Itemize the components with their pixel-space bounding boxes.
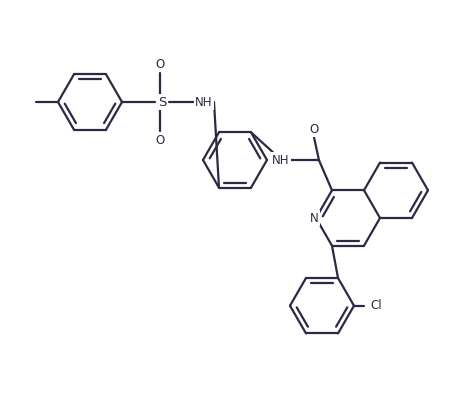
Text: NH: NH bbox=[195, 95, 213, 109]
Text: S: S bbox=[158, 95, 166, 109]
Text: Cl: Cl bbox=[370, 299, 382, 312]
Text: O: O bbox=[155, 133, 164, 147]
Text: NH: NH bbox=[272, 154, 290, 167]
Text: O: O bbox=[155, 57, 164, 70]
Text: N: N bbox=[309, 211, 318, 225]
Text: O: O bbox=[309, 123, 319, 136]
